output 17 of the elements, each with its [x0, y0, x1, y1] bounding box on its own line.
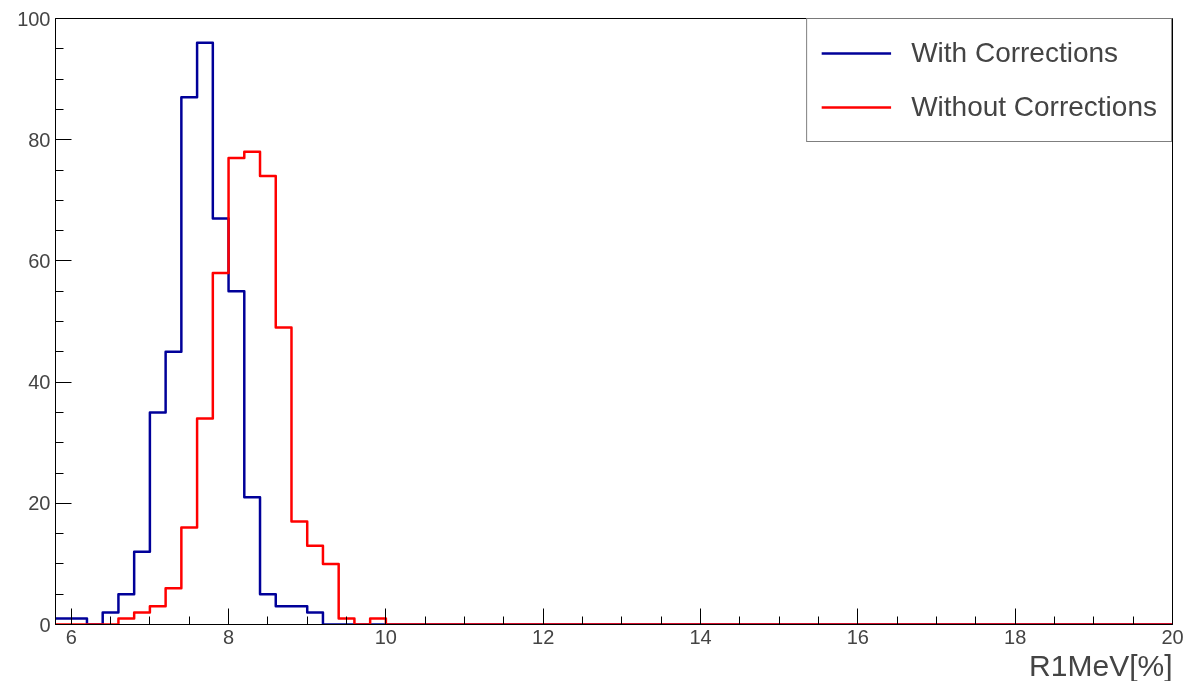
y-tick-label: 100 [17, 7, 51, 30]
x-tick-label: 16 [846, 625, 869, 648]
legend-label: Without Corrections [911, 90, 1157, 124]
y-tick-label: 20 [28, 492, 51, 515]
x-tick-label: 8 [222, 625, 235, 648]
x-tick-label: 10 [374, 625, 398, 648]
y-tick-label: 0 [39, 613, 51, 636]
y-tick-label: 60 [28, 249, 51, 272]
x-tick-label: 14 [689, 625, 712, 648]
x-tick-label: 12 [532, 625, 555, 648]
y-tick-label: 40 [28, 371, 51, 394]
x-axis-title: R1MeV[%] [1029, 648, 1173, 681]
x-tick-label: 6 [65, 625, 77, 648]
x-tick-label: 18 [1004, 625, 1027, 648]
y-tick-label: 80 [28, 128, 51, 151]
legend-label: With Corrections [911, 36, 1119, 70]
x-tick-label: 20 [1161, 625, 1184, 648]
